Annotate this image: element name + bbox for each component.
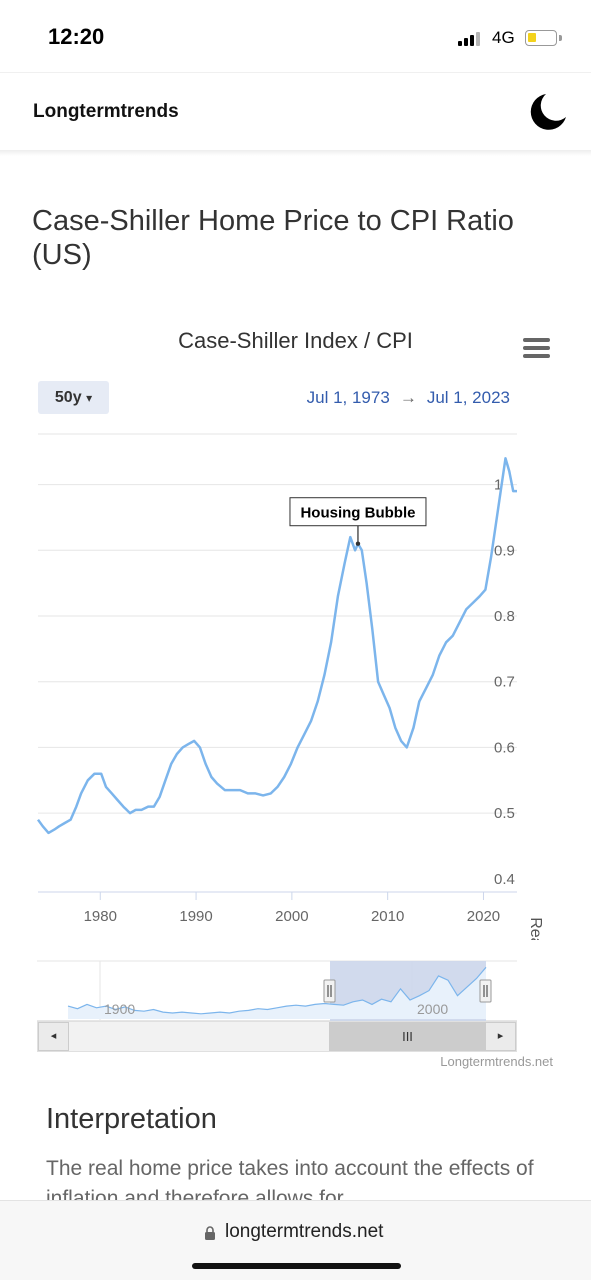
navigator-handle-right[interactable]	[479, 979, 492, 1003]
status-bar: 12:20 4G	[0, 0, 591, 72]
signal-icon	[458, 32, 484, 46]
end-date[interactable]: Jul 1, 2023	[426, 388, 510, 407]
scroll-right-button[interactable]: ▸	[485, 1022, 516, 1051]
brand-logo[interactable]: Longtermtrends	[33, 101, 179, 122]
start-date[interactable]: Jul 1, 1973	[306, 388, 390, 407]
battery-icon	[525, 30, 557, 46]
x-tick-label: 1980	[84, 908, 117, 925]
annotation-point	[355, 541, 361, 546]
x-tick-label: 2020	[467, 908, 500, 925]
scroll-left-button[interactable]: ◂	[38, 1022, 69, 1051]
main-chart[interactable]: 1980 1990 2000 2010 2020 0.4 0.5 0.6 0.7 0.8 0.9 1…	[0, 420, 591, 940]
navigator-tick: 2000	[417, 1001, 448, 1017]
x-tick-label: 1990	[179, 908, 212, 925]
site-header: Longtermtrends	[0, 72, 591, 156]
moon-icon[interactable]	[526, 91, 568, 133]
date-range: Jul 1, 1973 → Jul 1, 2023	[307, 388, 510, 408]
y-tick-label: 0.6	[494, 739, 515, 756]
x-axis: 1980 1990 2000 2010 2020	[38, 891, 517, 925]
status-time: 12:20	[48, 24, 105, 49]
interpretation-text: The real home price takes into account t…	[46, 1157, 534, 1202]
interpretation-title: Interpretation	[46, 1103, 217, 1135]
y-tick-label: 0.8	[494, 608, 515, 625]
hamburger-icon[interactable]	[523, 338, 551, 360]
x-tick-label: 2010	[371, 908, 404, 925]
y-tick-label: 0.5	[494, 805, 515, 822]
chart-title: Case-Shiller Index / CPI	[178, 328, 413, 353]
navigator-handle-left[interactable]	[323, 979, 336, 1003]
grid-layer	[38, 433, 517, 814]
chart-credit[interactable]: Longtermtrends.net	[440, 1054, 553, 1069]
y-tick-label: 0.7	[494, 674, 515, 691]
annotation-box	[289, 497, 427, 527]
scrollbar[interactable]: ◂ III ▸	[37, 1021, 517, 1052]
annotation-label: Housing Bubble	[300, 505, 415, 522]
scroll-thumb[interactable]: III	[329, 1022, 486, 1051]
url-text[interactable]: longtermtrends.net	[225, 1221, 384, 1242]
caret-down-icon: ▾	[86, 391, 93, 405]
y-tick-label: 0.9	[494, 542, 515, 559]
range-selector-button[interactable]: 50y ▾	[38, 381, 109, 414]
y-axis: 0.4 0.5 0.6 0.7 0.8 0.9 1	[494, 477, 515, 888]
range-label: 50y	[54, 389, 82, 406]
y-tick-label: 0.4	[494, 871, 515, 888]
y-axis-title: Real US Home Prices	[527, 917, 544, 940]
arrow-right-icon: →	[399, 388, 417, 407]
y-tick-label: 1	[494, 477, 502, 494]
navigator-line	[67, 966, 487, 1015]
battery-tip	[559, 35, 562, 41]
navigator-tick: 1900	[104, 1001, 135, 1017]
annotation-layer: Housing Bubble	[289, 497, 427, 546]
home-indicator	[192, 1263, 401, 1269]
x-tick-label: 2000	[275, 908, 308, 925]
network-label: 4G	[492, 28, 515, 47]
navigator-area	[68, 967, 486, 1019]
page-title: Case-Shiller Home Price to CPI Ratio (US…	[32, 205, 514, 271]
lock-icon	[205, 1226, 215, 1240]
series-line[interactable]	[36, 457, 517, 835]
browser-address-bar[interactable]: longtermtrends.net	[0, 1200, 591, 1280]
navigator[interactable]: 1900 2000	[0, 955, 591, 1025]
